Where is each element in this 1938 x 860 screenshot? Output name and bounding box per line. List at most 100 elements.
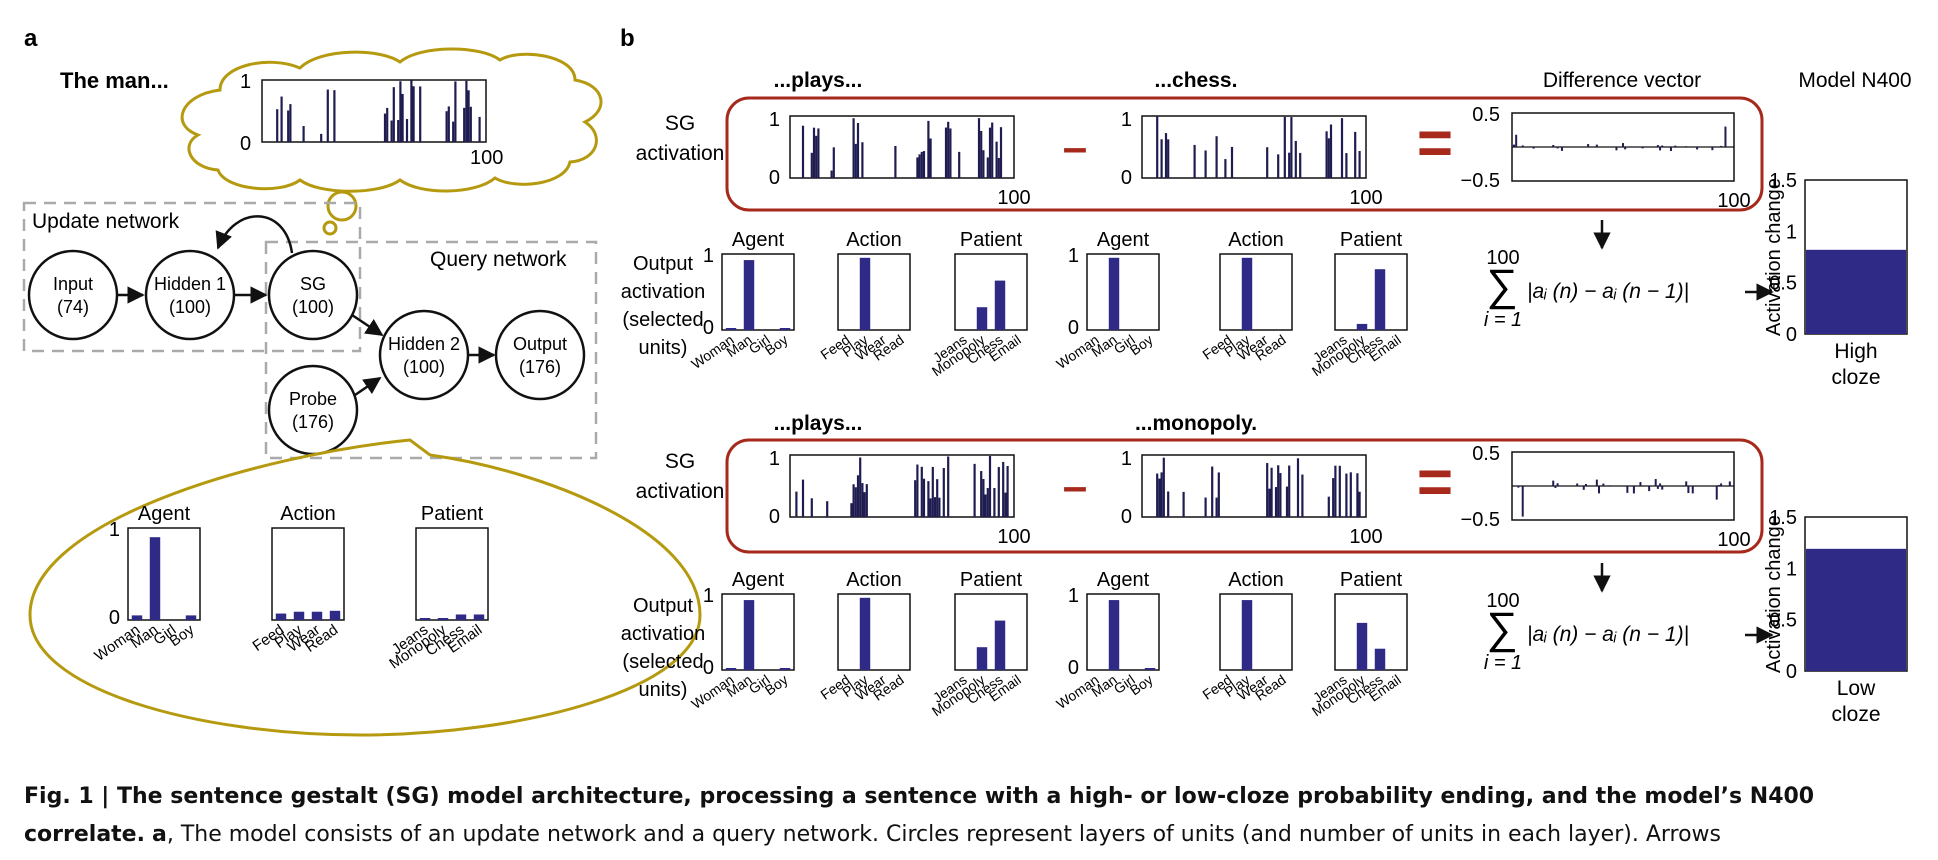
- equals-sign: =: [1417, 448, 1453, 517]
- bar: [976, 307, 988, 330]
- bar-ymax: 1: [1068, 245, 1079, 267]
- bar-chart-title: Agent: [732, 229, 785, 251]
- output-activation-label: activation: [621, 623, 706, 645]
- bar: [859, 257, 871, 330]
- bar: [779, 328, 791, 330]
- n400-category-1: Low: [1837, 677, 1876, 700]
- n400-tick: 0.5: [1769, 610, 1797, 632]
- svg-text:SG: SG: [300, 274, 326, 294]
- sum-formula: 100∑i = 1|aᵢ (n) − aᵢ (n − 1)|: [1484, 247, 1689, 331]
- row-low-cloze: ...plays... ...monopoly.SGactivation10100…: [621, 412, 1908, 726]
- node-input: Input (74): [27, 249, 119, 341]
- svg-text:(74): (74): [57, 297, 89, 317]
- bar: [743, 260, 755, 330]
- svg-text:|aᵢ (n) − aᵢ (n − 1)|: |aᵢ (n) − aᵢ (n − 1)|: [1527, 623, 1689, 646]
- svg-text:∑: ∑: [1486, 261, 1517, 310]
- sg-ymax: 1: [1121, 109, 1132, 131]
- bar-chart-title: Agent: [138, 503, 191, 525]
- figure-caption: Fig. 1 | The sentence gestalt (SG) model…: [24, 778, 1924, 854]
- bar-chart-frame: [415, 527, 489, 621]
- output-activation-label: (selected: [622, 309, 703, 331]
- diff-ymin: −0.5: [1461, 509, 1500, 531]
- equals-sign: =: [1417, 109, 1453, 178]
- bar: [419, 618, 431, 620]
- bar-chart-title: Patient: [1340, 569, 1403, 591]
- svg-text:Output: Output: [513, 334, 567, 354]
- bar-chart-title: Action: [1228, 569, 1284, 591]
- difference-vector-title: Difference vector: [1543, 69, 1701, 92]
- diff-ymin: −0.5: [1461, 170, 1500, 192]
- bar-chart-title: Action: [1228, 229, 1284, 251]
- sg-ymin: 0: [1121, 167, 1132, 189]
- bar-chart-frame: [954, 253, 1028, 331]
- minus-sign: –: [1063, 462, 1087, 511]
- sg-xmax: 100: [997, 526, 1030, 548]
- cloud-xmax: 100: [470, 147, 503, 169]
- n400-ylabel: Activation change: [1763, 178, 1785, 336]
- bar-chart-title: Patient: [421, 503, 484, 525]
- n400-tick: 0.5: [1769, 273, 1797, 295]
- output-activation-label: Output: [633, 595, 693, 617]
- thought-bubble-small-1: [326, 190, 358, 222]
- bar-chart-frame: [271, 527, 345, 621]
- sg-plot-word-2: 1 0 100: [1121, 448, 1383, 548]
- bar: [725, 328, 737, 330]
- sg-ymax: 1: [1121, 448, 1132, 470]
- n400-bar: [1806, 249, 1906, 334]
- svg-text:(100): (100): [169, 297, 211, 317]
- word-label-2: ...chess.: [1155, 69, 1238, 92]
- sg-ymax: 1: [769, 448, 780, 470]
- sg-xmax: 100: [1349, 526, 1382, 548]
- cloud-ymin: 0: [240, 133, 251, 155]
- panel-a-letter: a: [24, 25, 38, 52]
- bar-chart-frame: [721, 593, 795, 671]
- bar: [1356, 323, 1368, 330]
- bar-chart-frame: [837, 593, 911, 671]
- node-sg: SG (100): [267, 249, 359, 341]
- sg-comparison-frame: [725, 96, 1764, 212]
- update-network-box: [22, 201, 362, 353]
- n400-tick: 1.5: [1769, 170, 1797, 192]
- n400-category-1: High: [1834, 340, 1877, 363]
- bar-ymax: 1: [1068, 585, 1079, 607]
- svg-text:i = 1: i = 1: [1484, 309, 1522, 331]
- bar-chart-title: Agent: [1097, 229, 1150, 251]
- bar-ymin: 0: [109, 607, 120, 629]
- query-network-label: Query network: [430, 248, 567, 271]
- svg-text:i = 1: i = 1: [1484, 652, 1522, 674]
- bar-chart-title: Action: [280, 503, 336, 525]
- output-activation-label: units): [639, 679, 688, 701]
- svg-text:(176): (176): [292, 412, 334, 432]
- svg-text:Probe: Probe: [289, 389, 337, 409]
- sg-plot-word-2: 1 0 100: [1121, 109, 1383, 209]
- bar-chart-title: Patient: [960, 569, 1023, 591]
- bar: [329, 610, 341, 620]
- svg-text:100: 100: [1486, 590, 1519, 612]
- n400-ylabel: Activation change: [1763, 515, 1785, 673]
- sum-formula: 100∑i = 1|aᵢ (n) − aᵢ (n − 1)|: [1484, 590, 1689, 674]
- bar-chart-frame: [1219, 253, 1293, 331]
- sg-activation-label-1: SG: [665, 450, 695, 473]
- svg-text:|aᵢ (n) − aᵢ (n − 1)|: |aᵢ (n) − aᵢ (n − 1)|: [1527, 280, 1689, 303]
- bar: [185, 615, 197, 620]
- n400-tick: 0: [1786, 324, 1797, 346]
- bar-chart-title: Patient: [1340, 229, 1403, 251]
- bar-chart-frame: [127, 527, 201, 621]
- bar: [994, 280, 1006, 330]
- diff-xmax: 100: [1717, 190, 1750, 212]
- sg-plot-word-1: 1 0 100: [769, 448, 1031, 548]
- bar-ymax: 1: [703, 585, 714, 607]
- bar-chart-frame: [954, 593, 1028, 671]
- bar: [859, 597, 871, 670]
- sg-activation-label-1: SG: [665, 112, 695, 135]
- bar-chart-title: Action: [846, 569, 902, 591]
- bar-chart-title: Patient: [960, 229, 1023, 251]
